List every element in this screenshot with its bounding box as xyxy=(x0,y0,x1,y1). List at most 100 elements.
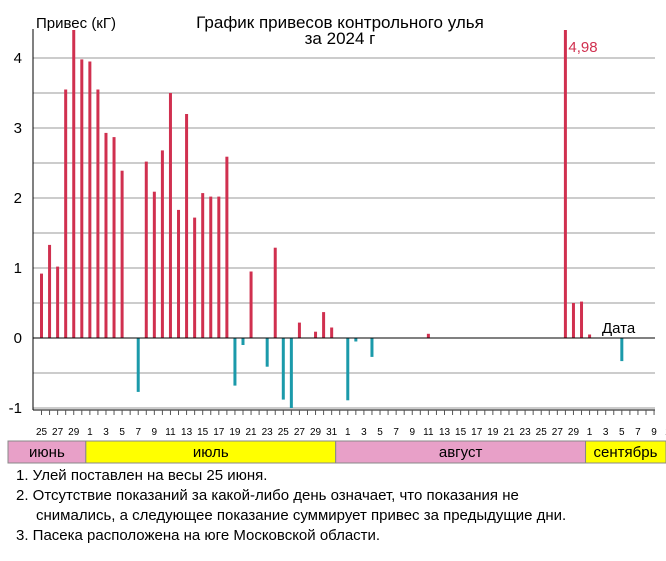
x-axis-label: Дата xyxy=(602,320,636,337)
x-tick-label: 7 xyxy=(393,427,399,438)
x-tick-label: 31 xyxy=(326,427,338,438)
y-tick-label: 1 xyxy=(14,260,22,277)
bar xyxy=(160,150,164,338)
x-tick-label: 11 xyxy=(165,427,176,438)
month-label: июль xyxy=(193,444,229,461)
bar xyxy=(48,244,52,338)
y-tick-label: 0 xyxy=(14,330,22,347)
bars xyxy=(40,30,624,408)
x-tick-label: 27 xyxy=(552,427,564,438)
x-tick-label: 9 xyxy=(409,427,415,438)
bar xyxy=(571,303,575,338)
y-tick-label: 2 xyxy=(14,190,22,207)
chart-title-line2: за 2024 г xyxy=(304,29,376,48)
bar xyxy=(136,338,140,392)
x-tick-label: 23 xyxy=(262,427,274,438)
x-tick-label: 19 xyxy=(487,427,499,438)
bar xyxy=(88,61,92,338)
x-tick-label: 21 xyxy=(245,427,257,438)
bar xyxy=(225,156,229,338)
x-tick-label: 17 xyxy=(471,427,483,438)
month-label: сентябрь xyxy=(594,444,658,461)
x-tick-label: 13 xyxy=(181,427,193,438)
bar xyxy=(72,30,76,338)
bar xyxy=(273,247,277,338)
bar xyxy=(56,266,60,338)
x-tick-label: 5 xyxy=(119,427,125,438)
bar xyxy=(563,30,567,338)
x-tick-label: 3 xyxy=(603,427,609,438)
x-tick-label: 7 xyxy=(135,427,141,438)
bar xyxy=(580,301,584,338)
peak-annotation: 4,98 xyxy=(568,39,597,56)
bar xyxy=(233,338,237,386)
bar xyxy=(185,114,189,338)
x-tick-label: 13 xyxy=(439,427,451,438)
x-tick-label: 29 xyxy=(568,427,580,438)
y-tick-label: 4 xyxy=(14,50,22,67)
x-tick-label: 23 xyxy=(520,427,532,438)
bar xyxy=(209,196,213,338)
x-tick-label: 9 xyxy=(152,427,158,438)
note-2: 2. Отсутствие показаний за какой-либо де… xyxy=(16,487,519,504)
note-2-continued: снимались, а следующее показание суммиру… xyxy=(36,507,567,524)
x-tick-label: 25 xyxy=(536,427,548,438)
x-tick-label: 5 xyxy=(619,427,625,438)
x-tick-label: 3 xyxy=(361,427,367,438)
bar xyxy=(346,338,350,401)
x-tick-label: 15 xyxy=(197,427,209,438)
x-tick-label: 27 xyxy=(294,427,306,438)
bar xyxy=(152,191,156,338)
bar xyxy=(620,338,624,362)
x-tick-label: 9 xyxy=(651,427,657,438)
chart-title-line1: График привесов контрольного улья xyxy=(196,13,484,32)
x-tick-label: 1 xyxy=(87,427,93,438)
x-tick-label: 5 xyxy=(377,427,383,438)
bar xyxy=(314,331,318,338)
bar xyxy=(40,273,43,338)
bar xyxy=(144,161,148,338)
bar xyxy=(249,271,253,338)
bar xyxy=(177,209,181,338)
x-tick-label: 1 xyxy=(345,427,351,438)
x-tick-label: 27 xyxy=(52,427,64,438)
y-tick-label: 3 xyxy=(14,120,22,137)
x-tick-label: 21 xyxy=(503,427,515,438)
x-tick-label: 3 xyxy=(103,427,109,438)
x-tick-label: 29 xyxy=(68,427,80,438)
month-label: июнь xyxy=(29,444,65,461)
bar xyxy=(289,338,293,408)
notes: 1. Улей поставлен на весы 25 июня. 2. От… xyxy=(16,466,566,546)
bar xyxy=(265,338,269,367)
x-tick-label: 15 xyxy=(455,427,467,438)
x-tick-label: 19 xyxy=(229,427,241,438)
x-tick-label: 1 xyxy=(587,427,593,438)
x-tick-label: 11 xyxy=(665,427,666,438)
x-tick-label: 7 xyxy=(635,427,641,438)
bar xyxy=(281,338,285,400)
y-tick-label: -1 xyxy=(9,400,22,417)
bar xyxy=(241,338,245,345)
grid xyxy=(33,57,655,409)
bar xyxy=(80,59,84,339)
x-tick-label: 25 xyxy=(36,427,48,438)
y-axis-label: Привес (кГ) xyxy=(36,15,116,32)
axes xyxy=(32,29,655,415)
bar xyxy=(201,193,205,338)
bar xyxy=(217,196,221,338)
note-3: 3. Пасека расположена на юге Московской … xyxy=(16,527,381,544)
bar xyxy=(588,334,592,338)
bar xyxy=(297,322,301,338)
bar xyxy=(193,217,197,338)
month-band xyxy=(7,440,666,464)
bar xyxy=(112,137,116,338)
month-label: август xyxy=(439,444,483,461)
x-tick-label: 25 xyxy=(278,427,290,438)
bar xyxy=(322,312,326,338)
bar xyxy=(354,338,358,342)
bar xyxy=(96,89,100,338)
bar xyxy=(330,327,334,338)
bar xyxy=(370,338,374,357)
bar xyxy=(120,170,124,338)
bar xyxy=(64,89,68,338)
